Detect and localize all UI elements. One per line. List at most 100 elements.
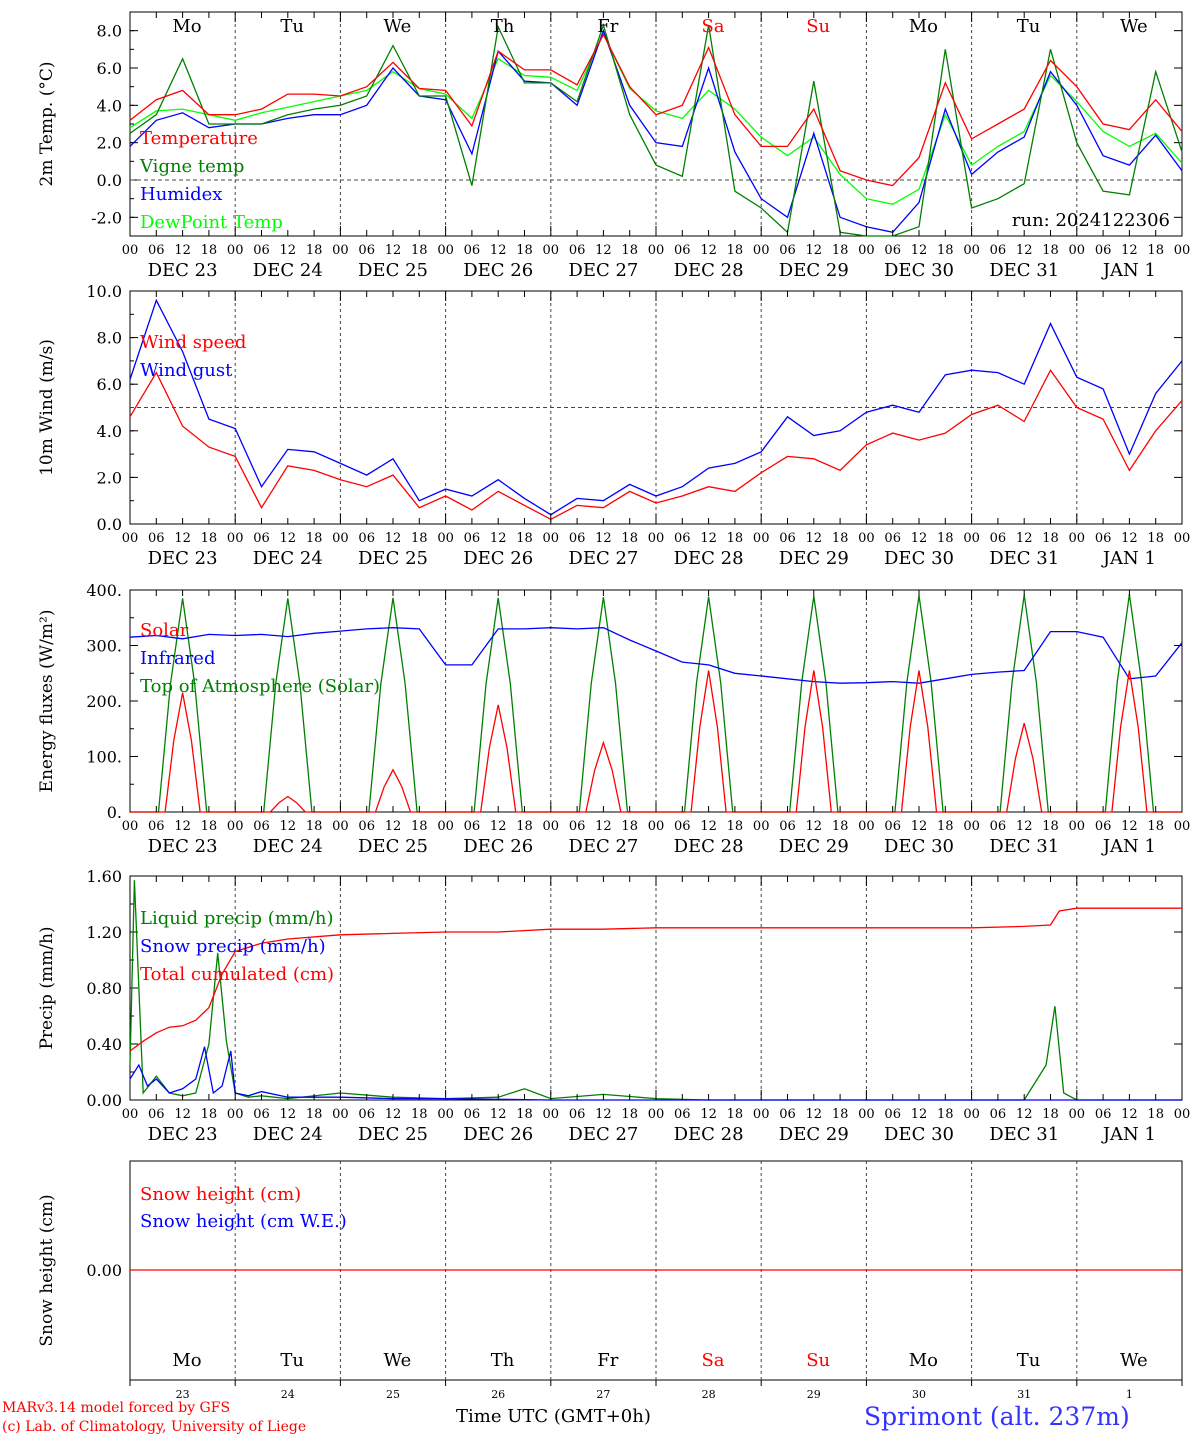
x-tick-label: 18 (621, 1107, 638, 1122)
day-label: DEC 25 (358, 548, 428, 569)
x-tick-label: 00 (1069, 531, 1086, 546)
x-tick-label: 00 (122, 1107, 139, 1122)
y-tick-label: 0.00 (86, 1261, 122, 1280)
x-tick-label: 00 (543, 819, 560, 834)
x-tick-label: 12 (385, 531, 402, 546)
x-tick-label: 18 (937, 819, 954, 834)
day-label: DEC 27 (568, 260, 638, 281)
weekday-label: We (384, 1350, 412, 1371)
y-tick-label: 1.60 (86, 867, 122, 886)
x-tick-label: 06 (1095, 243, 1112, 258)
legend-entry: Vigne temp (139, 156, 244, 177)
y-tick-label: 0.40 (86, 1035, 122, 1054)
x-tick-label: 06 (464, 1107, 481, 1122)
day-label: DEC 23 (148, 260, 218, 281)
x-tick-label: 18 (727, 243, 744, 258)
x-tick-label: 06 (148, 819, 165, 834)
y-tick-label: 200. (86, 692, 122, 711)
x-tick-label: 00 (227, 243, 244, 258)
panel-1: -2.0 0.0 2.0 4.0 6.0 8.0 2m Temp. (°C) 00 06 12 18… (37, 11, 1190, 281)
day-label: DEC 27 (568, 548, 638, 569)
weekday-label: Mo (909, 1350, 938, 1371)
x-tick-label: 12 (490, 1107, 507, 1122)
run-label: run: 2024122306 (1012, 210, 1170, 231)
x-tick-label: 00 (858, 819, 875, 834)
x-tick-label: 18 (516, 1107, 533, 1122)
x-tick-label: 18 (516, 531, 533, 546)
x-tick-label: 12 (806, 531, 823, 546)
x-tick-label: 06 (253, 1107, 270, 1122)
x-tick-label: 00 (858, 243, 875, 258)
weekday-label: We (384, 16, 412, 37)
y-tick-label: 2.0 (97, 468, 122, 487)
x-tick-label: 18 (411, 243, 428, 258)
y-tick-label: 8.0 (97, 22, 122, 41)
series-line (129, 627, 1183, 684)
y-tick-label: 1.20 (86, 923, 122, 942)
x-tick-label: 12 (911, 1107, 928, 1122)
y-axis-label: Snow height (cm) (37, 1194, 57, 1346)
day-label: DEC 30 (884, 548, 954, 569)
day-label: DEC 23 (148, 836, 218, 857)
legend-entry: Snow height (cm W.E.) (140, 1211, 347, 1232)
x-tick-label: 06 (674, 243, 691, 258)
x-tick-label: 00 (332, 531, 349, 546)
x-tick-label: 12 (174, 1107, 191, 1122)
x-tick-label: 18 (832, 819, 849, 834)
series-line (129, 907, 1182, 1052)
weekday-label: We (1120, 16, 1148, 37)
day-label: DEC 27 (568, 836, 638, 857)
weekday-date: 24 (281, 1388, 295, 1401)
model-credit: MARv3.14 model forced by GFS (2, 1400, 231, 1416)
x-tick-label: 06 (779, 531, 796, 546)
x-tick-label: 12 (280, 243, 297, 258)
y-tick-label: 0.0 (97, 515, 122, 534)
x-tick-label: 12 (700, 819, 717, 834)
x-tick-label: 18 (1042, 1107, 1059, 1122)
day-label: DEC 28 (674, 836, 744, 857)
x-tick-label: 18 (201, 243, 218, 258)
panel-4: 0.00 0.40 0.80 1.20 1.60 Precip (mm/h) 00 06 12 1… (37, 867, 1190, 1145)
x-tick-label: 00 (858, 531, 875, 546)
time-axis-label: Time UTC (GMT+0h) (456, 1406, 651, 1427)
y-tick-label: 400. (86, 581, 122, 600)
legend-entry: Total cumulated (cm) (140, 964, 334, 985)
x-tick-label: 12 (1121, 1107, 1138, 1122)
x-tick-label: 00 (437, 819, 454, 834)
x-tick-label: 00 (437, 531, 454, 546)
x-tick-label: 18 (621, 243, 638, 258)
legend-entry: DewPoint Temp (140, 212, 283, 233)
x-tick-label: 06 (990, 531, 1007, 546)
x-tick-label: 18 (1042, 531, 1059, 546)
day-label: DEC 29 (779, 548, 849, 569)
x-tick-label: 06 (779, 819, 796, 834)
x-tick-label: 12 (700, 1107, 717, 1122)
x-tick-label: 00 (227, 1107, 244, 1122)
day-label: JAN 1 (1101, 548, 1156, 569)
x-tick-label: 18 (727, 531, 744, 546)
day-label: DEC 25 (358, 836, 428, 857)
weekday-date: 27 (596, 1388, 610, 1401)
x-tick-label: 18 (937, 1107, 954, 1122)
x-tick-label: 12 (385, 243, 402, 258)
x-tick-label: 18 (201, 819, 218, 834)
day-label: DEC 24 (253, 260, 323, 281)
x-tick-label: 00 (332, 819, 349, 834)
day-label: DEC 24 (253, 836, 323, 857)
x-tick-label: 12 (174, 243, 191, 258)
legend-entry: Humidex (140, 184, 222, 205)
y-tick-label: 0.00 (86, 1091, 122, 1110)
day-label: DEC 31 (989, 548, 1059, 569)
legend-entry: Temperature (140, 128, 258, 149)
x-tick-label: 12 (385, 1107, 402, 1122)
weekday-date: 30 (912, 1388, 926, 1401)
day-label: DEC 30 (884, 260, 954, 281)
x-tick-label: 06 (674, 819, 691, 834)
x-tick-label: 18 (411, 531, 428, 546)
x-tick-label: 06 (358, 819, 375, 834)
y-tick-label: 6.0 (97, 59, 122, 78)
x-tick-label: 00 (122, 819, 139, 834)
x-tick-label: 00 (543, 1107, 560, 1122)
x-tick-label: 12 (280, 531, 297, 546)
